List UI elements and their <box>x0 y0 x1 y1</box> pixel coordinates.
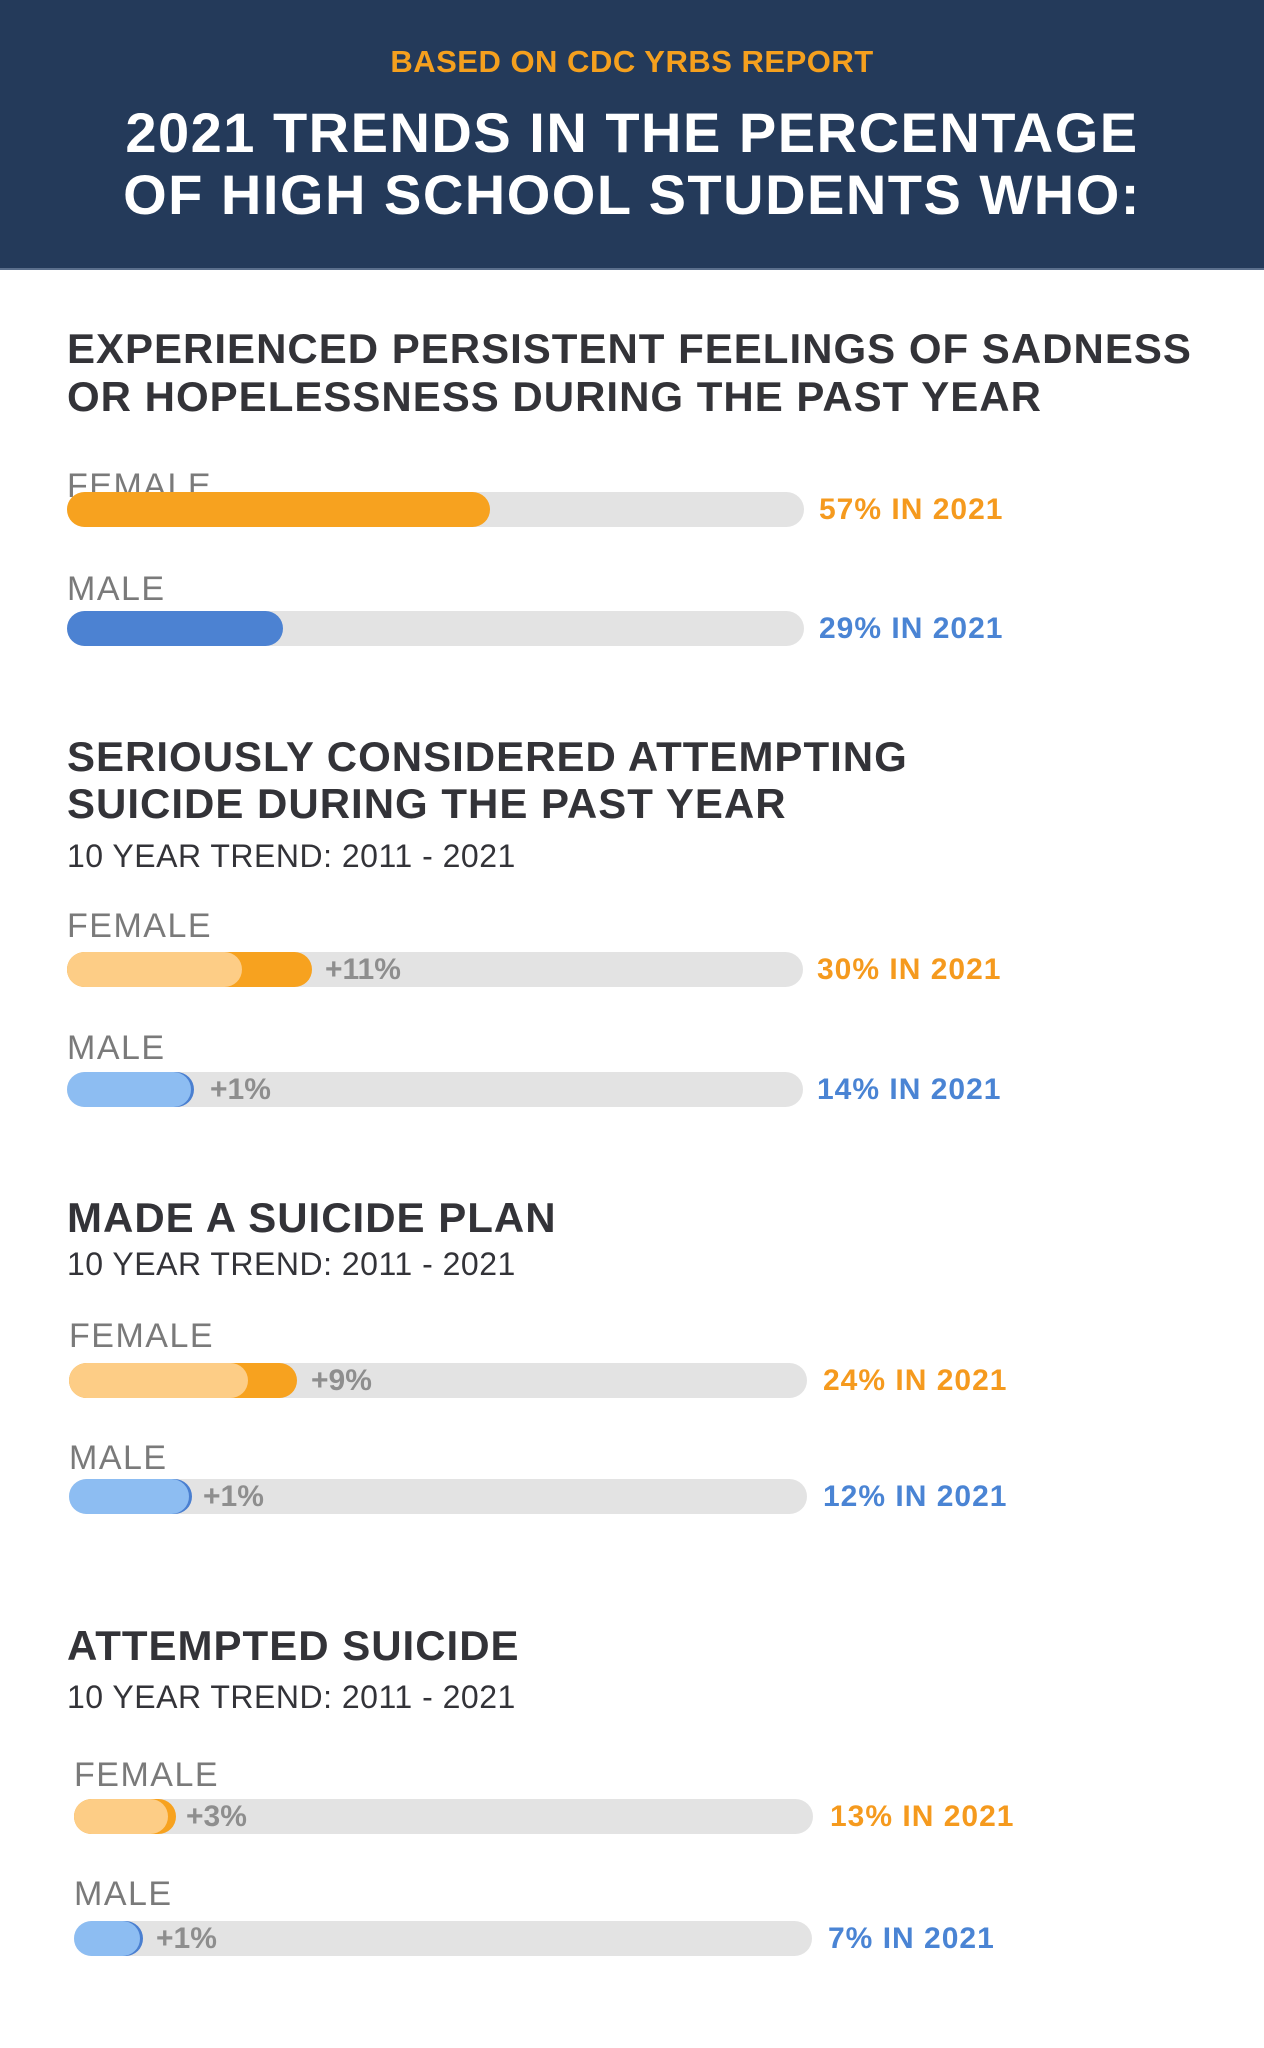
female-bar-fill <box>67 492 490 527</box>
section-title-line2: SUICIDE DURING THE PAST YEAR <box>67 780 787 827</box>
male-bar-track: +1% <box>74 1921 812 1956</box>
male-label: MALE <box>74 1875 173 1913</box>
male-bar-track: +1% <box>69 1479 807 1514</box>
section-title-line1: SERIOUSLY CONSIDERED ATTEMPTING <box>67 733 908 780</box>
female-bar-track: +9% <box>69 1363 807 1398</box>
female-label: FEMALE <box>67 907 213 945</box>
female-delta: +9% <box>311 1364 372 1397</box>
female-value: 13% IN 2021 <box>830 1800 1015 1833</box>
male-label: MALE <box>67 1029 166 1067</box>
male-label: MALE <box>67 570 166 608</box>
section-title-line1: ATTEMPTED SUICIDE <box>67 1622 520 1669</box>
male-value: 14% IN 2021 <box>817 1073 1002 1106</box>
female-delta: +11% <box>325 953 401 986</box>
female-bar-fill-2011 <box>74 1799 168 1834</box>
male-bar-fill <box>74 1921 140 1956</box>
female-value: 24% IN 2021 <box>823 1364 1008 1397</box>
male-value: 29% IN 2021 <box>819 612 1004 645</box>
female-label: FEMALE <box>69 1317 215 1355</box>
male-delta: +1% <box>210 1073 271 1106</box>
male-delta: +1% <box>156 1922 217 1955</box>
trend-subtitle: 10 YEAR TREND: 2011 - 2021 <box>67 1679 516 1715</box>
male-value: 7% IN 2021 <box>828 1922 995 1955</box>
female-label: FEMALE <box>74 1756 220 1794</box>
section-title-line2: OR HOPELESSNESS DURING THE PAST YEAR <box>67 373 1042 420</box>
male-bar-fill <box>69 1479 189 1514</box>
female-value: 30% IN 2021 <box>817 953 1002 986</box>
header-title-line1: 2021 TRENDS IN THE PERCENTAGE <box>125 101 1139 164</box>
female-bar-fill-2011 <box>67 952 242 987</box>
header-subtitle: BASED ON CDC YRBS REPORT <box>390 44 874 79</box>
female-bar-track <box>67 492 804 527</box>
female-delta: +3% <box>186 1800 247 1833</box>
male-bar-fill <box>67 611 283 646</box>
trend-subtitle: 10 YEAR TREND: 2011 - 2021 <box>67 1246 516 1282</box>
male-value: 12% IN 2021 <box>823 1480 1008 1513</box>
female-bar-fill-2011 <box>69 1363 248 1398</box>
male-label: MALE <box>69 1439 168 1477</box>
header-title-line2: OF HIGH SCHOOL STUDENTS WHO: <box>123 163 1141 226</box>
trend-subtitle: 10 YEAR TREND: 2011 - 2021 <box>67 838 516 874</box>
male-bar-track: +1% <box>67 1072 803 1107</box>
male-bar-track <box>67 611 804 646</box>
section-title-line1: EXPERIENCED PERSISTENT FEELINGS OF SADNE… <box>67 325 1192 372</box>
male-bar-fill <box>67 1072 191 1107</box>
female-value: 57% IN 2021 <box>819 493 1004 526</box>
female-bar-track: +11% <box>67 952 803 987</box>
male-delta: +1% <box>203 1480 264 1513</box>
section-title-line1: MADE A SUICIDE PLAN <box>67 1194 557 1241</box>
female-bar-track: +3% <box>74 1799 813 1834</box>
header-banner: BASED ON CDC YRBS REPORT 2021 TRENDS IN … <box>0 0 1264 270</box>
